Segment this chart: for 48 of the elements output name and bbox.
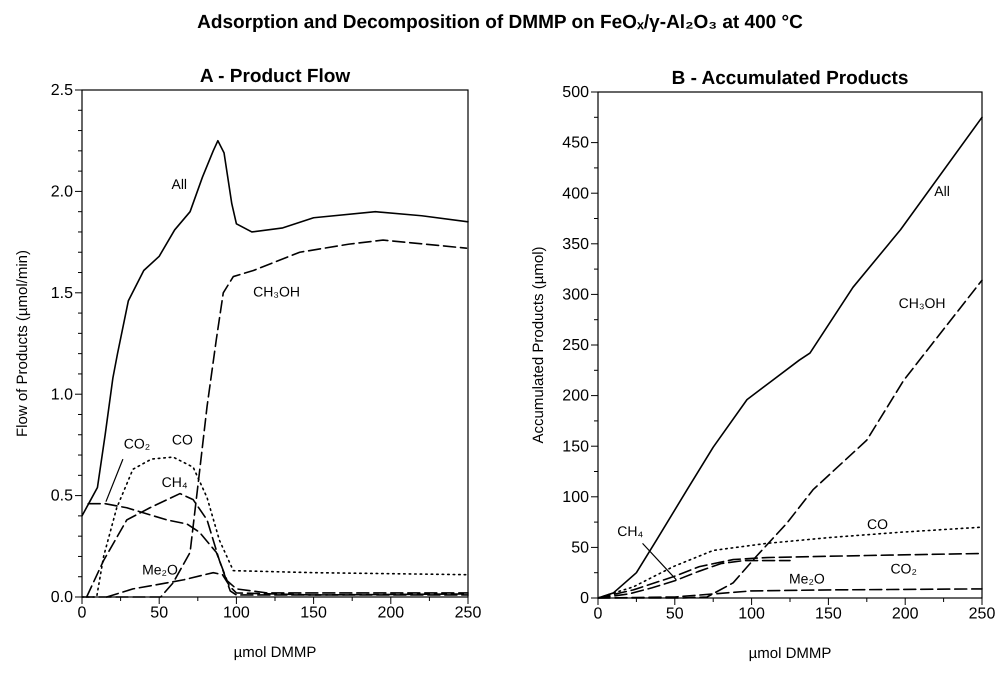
y-tick-label: 500 [562, 84, 590, 102]
y-tick-label: 0 [580, 590, 590, 608]
y-tick-label: 200 [562, 388, 590, 405]
series-label: Me₂O [142, 561, 178, 578]
series-label: CO₂ [890, 560, 917, 576]
series-label: All [171, 176, 188, 192]
series-label: All [934, 182, 950, 199]
y-tick-label: 450 [562, 134, 590, 152]
y-tick-label: 250 [562, 337, 590, 354]
x-tick-label: 200 [377, 604, 404, 622]
y-axis-title: Accumulated Products (µmol) [530, 246, 547, 444]
y-tick-label: 100 [562, 488, 590, 506]
x-tick-label: 200 [892, 605, 919, 622]
x-axis-title: µmol DMMP [234, 644, 316, 661]
chart-title: Adsorption and Decomposition of DMMP on FeOₓ/γ-Al₂O₃ at 400 °C [197, 12, 804, 33]
text: CH₄ [617, 522, 644, 539]
text: CO₂ [124, 436, 150, 452]
series-label: CO [172, 432, 193, 448]
x-tick-label: 250 [968, 605, 996, 622]
y-tick-label: 1.5 [50, 284, 74, 302]
x-tick-label: 50 [666, 605, 684, 622]
y-tick-label: 0.5 [50, 488, 74, 505]
y-tick-label: 2.5 [50, 82, 74, 100]
x-axis-title: µmol DMMP [748, 645, 832, 662]
y-tick-label: 300 [562, 286, 590, 304]
y-tick-label: 50 [571, 540, 590, 557]
x-tick-label: 0 [594, 605, 603, 622]
x-tick-label: 150 [815, 605, 842, 622]
x-tick-label: 100 [738, 605, 766, 622]
y-tick-label: 350 [562, 236, 590, 253]
y-tick-label: 400 [562, 185, 590, 202]
series-label: CO [867, 516, 888, 532]
series-label: Me₂O [789, 570, 825, 586]
x-tick-label: 0 [78, 604, 87, 622]
chart-subtitle: A - Product Flow [200, 66, 350, 87]
series-label: CH₃OH [898, 295, 946, 312]
x-tick-label: 50 [150, 604, 168, 622]
y-tick-label: 0.0 [50, 589, 74, 606]
y-tick-label: 1.0 [50, 386, 74, 404]
y-tick-label: 150 [562, 438, 590, 456]
x-tick-label: 100 [223, 604, 250, 622]
y-tick-label: 2.0 [50, 184, 74, 201]
x-tick-label: 150 [300, 604, 328, 622]
y-axis-title: Flow of Products (µmol/min) [14, 250, 31, 438]
chart-subtitle: B - Accumulated Products [672, 68, 908, 89]
x-tick-label: 250 [454, 604, 482, 622]
series-label: CH₄ [162, 474, 188, 490]
series-label: CH₃OH [253, 284, 300, 300]
